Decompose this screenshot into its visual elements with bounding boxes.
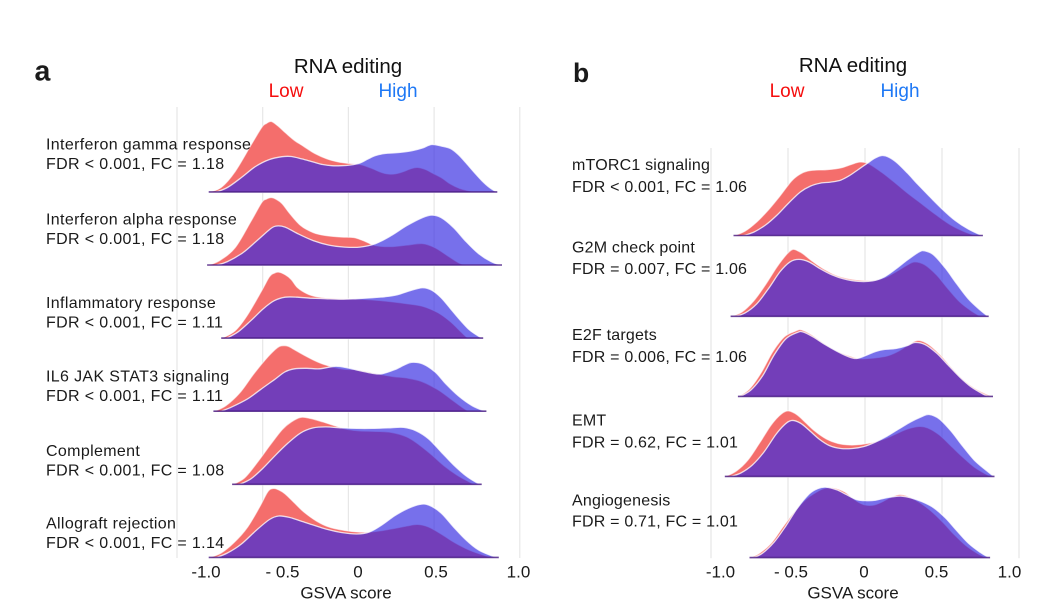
svg-text:E2F targets: E2F targets xyxy=(572,327,657,344)
svg-text:0: 0 xyxy=(859,563,868,582)
svg-text:b: b xyxy=(573,58,589,88)
svg-text:Inflammatory response: Inflammatory response xyxy=(46,295,216,312)
svg-text:FDR = 0.007, FC = 1.06: FDR = 0.007, FC = 1.06 xyxy=(572,261,747,278)
svg-text:FDR = 0.71, FC = 1.01: FDR = 0.71, FC = 1.01 xyxy=(572,514,738,531)
svg-text:FDR = 0.006, FC = 1.06: FDR = 0.006, FC = 1.06 xyxy=(572,349,747,366)
svg-text:High: High xyxy=(378,81,417,102)
svg-text:0: 0 xyxy=(353,563,362,582)
svg-text:RNA editing: RNA editing xyxy=(799,54,907,77)
svg-text:-1.0: -1.0 xyxy=(706,563,735,582)
svg-text:- 0.5: - 0.5 xyxy=(265,563,299,582)
svg-text:a: a xyxy=(35,56,52,88)
svg-text:GSVA score: GSVA score xyxy=(300,584,391,603)
svg-text:Low: Low xyxy=(770,81,805,102)
svg-text:FDR < 0.001, FC = 1.11: FDR < 0.001, FC = 1.11 xyxy=(46,388,223,405)
svg-text:Angiogenesis: Angiogenesis xyxy=(572,493,670,510)
svg-text:mTORC1 signaling: mTORC1 signaling xyxy=(572,157,710,174)
svg-text:0.5: 0.5 xyxy=(925,563,949,582)
svg-text:FDR < 0.001, FC = 1.14: FDR < 0.001, FC = 1.14 xyxy=(46,535,224,552)
svg-text:GSVA score: GSVA score xyxy=(807,584,898,603)
svg-text:Interferon gamma response: Interferon gamma response xyxy=(46,137,251,154)
svg-text:FDR = 0.62, FC = 1.01: FDR = 0.62, FC = 1.01 xyxy=(572,435,738,452)
svg-text:FDR < 0.001, FC = 1.08: FDR < 0.001, FC = 1.08 xyxy=(46,463,224,480)
svg-text:Interferon alpha response: Interferon alpha response xyxy=(46,212,237,229)
svg-text:FDR < 0.001, FC = 1.06: FDR < 0.001, FC = 1.06 xyxy=(572,179,747,196)
svg-text:1.0: 1.0 xyxy=(998,563,1022,582)
svg-text:FDR < 0.001, FC = 1.11: FDR < 0.001, FC = 1.11 xyxy=(46,315,223,332)
svg-text:1.0: 1.0 xyxy=(507,563,531,582)
svg-text:-1.0: -1.0 xyxy=(191,563,220,582)
svg-text:FDR < 0.001, FC = 1.18: FDR < 0.001, FC = 1.18 xyxy=(46,156,224,173)
svg-text:0.5: 0.5 xyxy=(424,563,448,582)
svg-text:EMT: EMT xyxy=(572,413,606,430)
svg-text:IL6 JAK STAT3 signaling: IL6 JAK STAT3 signaling xyxy=(46,369,230,386)
svg-text:G2M check point: G2M check point xyxy=(572,240,695,257)
svg-text:High: High xyxy=(880,81,919,102)
svg-text:Complement: Complement xyxy=(46,443,140,460)
svg-text:Low: Low xyxy=(269,81,304,102)
svg-text:Allograft rejection: Allograft rejection xyxy=(46,516,176,533)
svg-text:RNA editing: RNA editing xyxy=(294,55,402,78)
svg-text:FDR < 0.001, FC = 1.18: FDR < 0.001, FC = 1.18 xyxy=(46,231,224,248)
svg-text:- 0.5: - 0.5 xyxy=(774,563,808,582)
